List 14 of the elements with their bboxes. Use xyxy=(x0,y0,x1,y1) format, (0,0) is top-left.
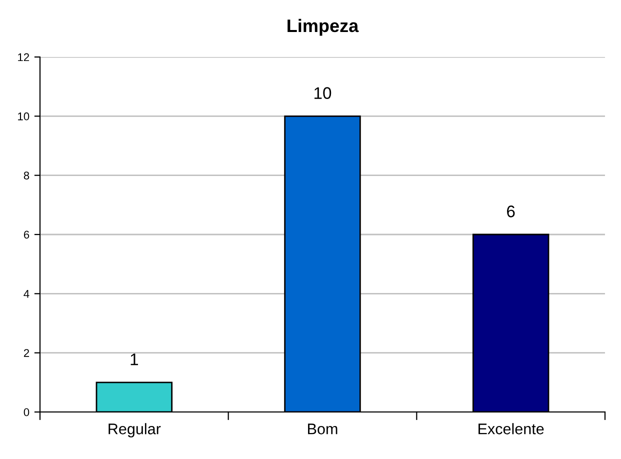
x-tick-label: Excelente xyxy=(478,423,544,434)
data-label: 6 xyxy=(507,206,515,218)
y-tick-label: 12 xyxy=(18,53,30,62)
data-label: 1 xyxy=(130,354,138,366)
y-tick-label: 0 xyxy=(24,408,30,416)
y-tick-label: 4 xyxy=(24,290,30,298)
y-tick-label: 10 xyxy=(18,112,30,120)
y-tick-label: 2 xyxy=(24,349,30,357)
data-label: 10 xyxy=(314,87,332,99)
x-tick-label: Regular xyxy=(108,423,161,438)
y-tick-label: 8 xyxy=(24,172,30,180)
y-tick-label: 6 xyxy=(24,230,30,239)
x-tick-label: Bom xyxy=(308,424,338,434)
chart-title: Limpeza xyxy=(288,18,359,36)
